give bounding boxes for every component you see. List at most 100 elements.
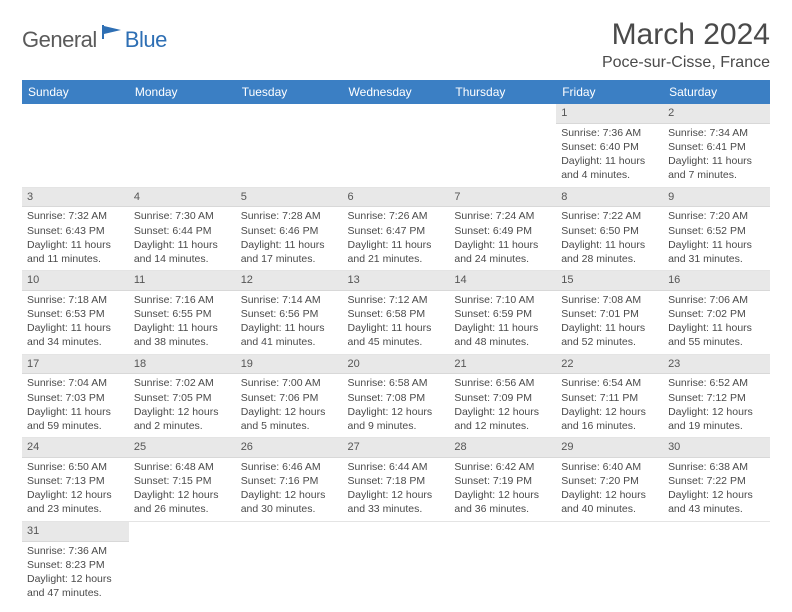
day-detail: Sunrise: 6:38 AMSunset: 7:22 PMDaylight:… bbox=[663, 458, 770, 521]
sunrise-text: Sunrise: 7:18 AM bbox=[27, 293, 124, 307]
sunrise-text: Sunrise: 7:36 AM bbox=[561, 126, 658, 140]
calendar-week-row: 10Sunrise: 7:18 AMSunset: 6:53 PMDayligh… bbox=[22, 271, 770, 355]
sunrise-text: Sunrise: 7:08 AM bbox=[561, 293, 658, 307]
day-detail: Sunrise: 6:58 AMSunset: 7:08 PMDaylight:… bbox=[343, 374, 450, 437]
calendar-cell: 22Sunrise: 6:54 AMSunset: 7:11 PMDayligh… bbox=[556, 354, 663, 438]
day-detail: Sunrise: 7:22 AMSunset: 6:50 PMDaylight:… bbox=[556, 207, 663, 270]
calendar-body: 1Sunrise: 7:36 AMSunset: 6:40 PMDaylight… bbox=[22, 104, 770, 604]
sunset-text: Sunset: 7:18 PM bbox=[348, 474, 445, 488]
sunrise-text: Sunrise: 7:28 AM bbox=[241, 209, 338, 223]
day-detail: Sunrise: 7:24 AMSunset: 6:49 PMDaylight:… bbox=[449, 207, 556, 270]
day-header: Friday bbox=[556, 80, 663, 104]
month-title: March 2024 bbox=[602, 18, 770, 52]
calendar-table: SundayMondayTuesdayWednesdayThursdayFrid… bbox=[22, 80, 770, 604]
sunrise-text: Sunrise: 7:16 AM bbox=[134, 293, 231, 307]
calendar-cell: 4Sunrise: 7:30 AMSunset: 6:44 PMDaylight… bbox=[129, 187, 236, 271]
sunrise-text: Sunrise: 6:38 AM bbox=[668, 460, 765, 474]
calendar-week-row: 1Sunrise: 7:36 AMSunset: 6:40 PMDaylight… bbox=[22, 104, 770, 187]
day-number: 6 bbox=[343, 188, 450, 208]
day-detail: Sunrise: 7:20 AMSunset: 6:52 PMDaylight:… bbox=[663, 207, 770, 270]
day-detail: Sunrise: 6:40 AMSunset: 7:20 PMDaylight:… bbox=[556, 458, 663, 521]
day-detail: Sunrise: 6:56 AMSunset: 7:09 PMDaylight:… bbox=[449, 374, 556, 437]
day-detail: Sunrise: 7:00 AMSunset: 7:06 PMDaylight:… bbox=[236, 374, 343, 437]
daylight-text: Daylight: 11 hours and 41 minutes. bbox=[241, 321, 338, 349]
calendar-cell: 19Sunrise: 7:00 AMSunset: 7:06 PMDayligh… bbox=[236, 354, 343, 438]
sunrise-text: Sunrise: 7:04 AM bbox=[27, 376, 124, 390]
daylight-text: Daylight: 11 hours and 38 minutes. bbox=[134, 321, 231, 349]
day-number: 5 bbox=[236, 188, 343, 208]
day-detail: Sunrise: 7:36 AMSunset: 6:40 PMDaylight:… bbox=[556, 124, 663, 187]
page-header: General Blue March 2024 Poce-sur-Cisse, … bbox=[22, 18, 770, 72]
sunrise-text: Sunrise: 7:06 AM bbox=[668, 293, 765, 307]
sunset-text: Sunset: 6:55 PM bbox=[134, 307, 231, 321]
brand-text-2: Blue bbox=[125, 27, 167, 53]
calendar-cell: 30Sunrise: 6:38 AMSunset: 7:22 PMDayligh… bbox=[663, 438, 770, 522]
calendar-cell bbox=[129, 521, 236, 604]
day-number: 1 bbox=[556, 104, 663, 124]
title-block: March 2024 Poce-sur-Cisse, France bbox=[602, 18, 770, 72]
sunrise-text: Sunrise: 6:54 AM bbox=[561, 376, 658, 390]
sunset-text: Sunset: 6:52 PM bbox=[668, 224, 765, 238]
daylight-text: Daylight: 12 hours and 36 minutes. bbox=[454, 488, 551, 516]
daylight-text: Daylight: 11 hours and 21 minutes. bbox=[348, 238, 445, 266]
sunset-text: Sunset: 7:13 PM bbox=[27, 474, 124, 488]
day-number: 30 bbox=[663, 438, 770, 458]
sunset-text: Sunset: 6:59 PM bbox=[454, 307, 551, 321]
sunset-text: Sunset: 7:22 PM bbox=[668, 474, 765, 488]
day-number: 19 bbox=[236, 355, 343, 375]
sunrise-text: Sunrise: 7:10 AM bbox=[454, 293, 551, 307]
sunset-text: Sunset: 6:41 PM bbox=[668, 140, 765, 154]
day-number: 21 bbox=[449, 355, 556, 375]
calendar-cell bbox=[236, 104, 343, 187]
daylight-text: Daylight: 12 hours and 43 minutes. bbox=[668, 488, 765, 516]
sunrise-text: Sunrise: 6:56 AM bbox=[454, 376, 551, 390]
calendar-cell bbox=[663, 521, 770, 604]
day-detail: Sunrise: 6:50 AMSunset: 7:13 PMDaylight:… bbox=[22, 458, 129, 521]
day-detail: Sunrise: 7:18 AMSunset: 6:53 PMDaylight:… bbox=[22, 291, 129, 354]
day-detail: Sunrise: 7:26 AMSunset: 6:47 PMDaylight:… bbox=[343, 207, 450, 270]
day-number: 17 bbox=[22, 355, 129, 375]
day-detail: Sunrise: 6:52 AMSunset: 7:12 PMDaylight:… bbox=[663, 374, 770, 437]
day-detail: Sunrise: 7:36 AMSunset: 8:23 PMDaylight:… bbox=[22, 542, 129, 605]
day-number: 15 bbox=[556, 271, 663, 291]
day-detail: Sunrise: 7:32 AMSunset: 6:43 PMDaylight:… bbox=[22, 207, 129, 270]
sunrise-text: Sunrise: 7:02 AM bbox=[134, 376, 231, 390]
daylight-text: Daylight: 12 hours and 9 minutes. bbox=[348, 405, 445, 433]
sunset-text: Sunset: 6:56 PM bbox=[241, 307, 338, 321]
calendar-cell: 11Sunrise: 7:16 AMSunset: 6:55 PMDayligh… bbox=[129, 271, 236, 355]
day-number: 24 bbox=[22, 438, 129, 458]
calendar-cell bbox=[556, 521, 663, 604]
calendar-cell: 27Sunrise: 6:44 AMSunset: 7:18 PMDayligh… bbox=[343, 438, 450, 522]
daylight-text: Daylight: 11 hours and 55 minutes. bbox=[668, 321, 765, 349]
sunset-text: Sunset: 7:02 PM bbox=[668, 307, 765, 321]
brand-text-1: General bbox=[22, 27, 97, 53]
daylight-text: Daylight: 11 hours and 4 minutes. bbox=[561, 154, 658, 182]
sunset-text: Sunset: 7:16 PM bbox=[241, 474, 338, 488]
daylight-text: Daylight: 12 hours and 23 minutes. bbox=[27, 488, 124, 516]
day-number: 29 bbox=[556, 438, 663, 458]
sunset-text: Sunset: 7:11 PM bbox=[561, 391, 658, 405]
flag-icon bbox=[101, 24, 123, 45]
sunrise-text: Sunrise: 7:00 AM bbox=[241, 376, 338, 390]
daylight-text: Daylight: 11 hours and 7 minutes. bbox=[668, 154, 765, 182]
calendar-cell: 15Sunrise: 7:08 AMSunset: 7:01 PMDayligh… bbox=[556, 271, 663, 355]
sunset-text: Sunset: 7:12 PM bbox=[668, 391, 765, 405]
day-detail: Sunrise: 7:14 AMSunset: 6:56 PMDaylight:… bbox=[236, 291, 343, 354]
calendar-cell: 20Sunrise: 6:58 AMSunset: 7:08 PMDayligh… bbox=[343, 354, 450, 438]
day-number: 18 bbox=[129, 355, 236, 375]
calendar-cell: 7Sunrise: 7:24 AMSunset: 6:49 PMDaylight… bbox=[449, 187, 556, 271]
day-detail: Sunrise: 7:08 AMSunset: 7:01 PMDaylight:… bbox=[556, 291, 663, 354]
day-number: 4 bbox=[129, 188, 236, 208]
sunset-text: Sunset: 6:50 PM bbox=[561, 224, 658, 238]
day-detail: Sunrise: 6:48 AMSunset: 7:15 PMDaylight:… bbox=[129, 458, 236, 521]
day-number: 2 bbox=[663, 104, 770, 124]
day-number: 11 bbox=[129, 271, 236, 291]
day-number: 12 bbox=[236, 271, 343, 291]
brand-logo: General Blue bbox=[22, 24, 167, 55]
daylight-text: Daylight: 11 hours and 48 minutes. bbox=[454, 321, 551, 349]
day-number: 28 bbox=[449, 438, 556, 458]
sunrise-text: Sunrise: 7:36 AM bbox=[27, 544, 124, 558]
day-detail: Sunrise: 7:16 AMSunset: 6:55 PMDaylight:… bbox=[129, 291, 236, 354]
day-detail: Sunrise: 7:34 AMSunset: 6:41 PMDaylight:… bbox=[663, 124, 770, 187]
daylight-text: Daylight: 12 hours and 40 minutes. bbox=[561, 488, 658, 516]
